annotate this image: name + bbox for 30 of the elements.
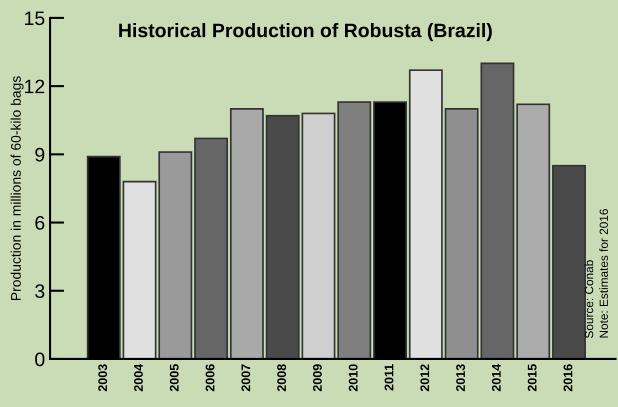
- y-axis-title: Production in millions of 60-kilo bags: [10, 76, 24, 300]
- x-tick-label: 2016: [564, 364, 572, 392]
- chart-title: Historical Production of Robusta (Brazil): [119, 23, 492, 42]
- x-tick-label: 2005: [170, 364, 179, 392]
- bar: [122, 180, 156, 359]
- bar: [337, 101, 372, 359]
- x-tick-label: 2015: [528, 364, 537, 392]
- x-tick-label: 2010: [348, 364, 358, 392]
- y-tick-label: 9: [35, 148, 44, 162]
- x-tick-label: 2013: [456, 364, 466, 392]
- x-tick-label: 2011: [384, 364, 394, 391]
- annotation: Source: Conab: [584, 260, 594, 338]
- y-tick-label: 3: [35, 284, 44, 298]
- x-tick-label: 2008: [277, 364, 286, 392]
- y-tick-label: 6: [35, 216, 44, 230]
- x-tick-label: 2009: [312, 364, 322, 392]
- x-tick-label: 2014: [492, 364, 501, 392]
- x-tick-label: 2007: [241, 364, 250, 392]
- bar: [516, 103, 550, 359]
- y-tick-label: 0: [35, 352, 44, 366]
- bar: [302, 112, 336, 359]
- x-tick-label: 2004: [134, 364, 143, 392]
- bar: [552, 164, 586, 359]
- annotation: Note: Estimates for 2016: [599, 209, 608, 338]
- x-tick-label: 2012: [420, 364, 430, 392]
- x-tick-label: 2003: [98, 364, 108, 392]
- x-tick-label: 2006: [206, 364, 214, 392]
- y-tick-label: 12: [25, 80, 44, 94]
- y-tick-label: 15: [25, 12, 44, 26]
- bar: [480, 62, 514, 359]
